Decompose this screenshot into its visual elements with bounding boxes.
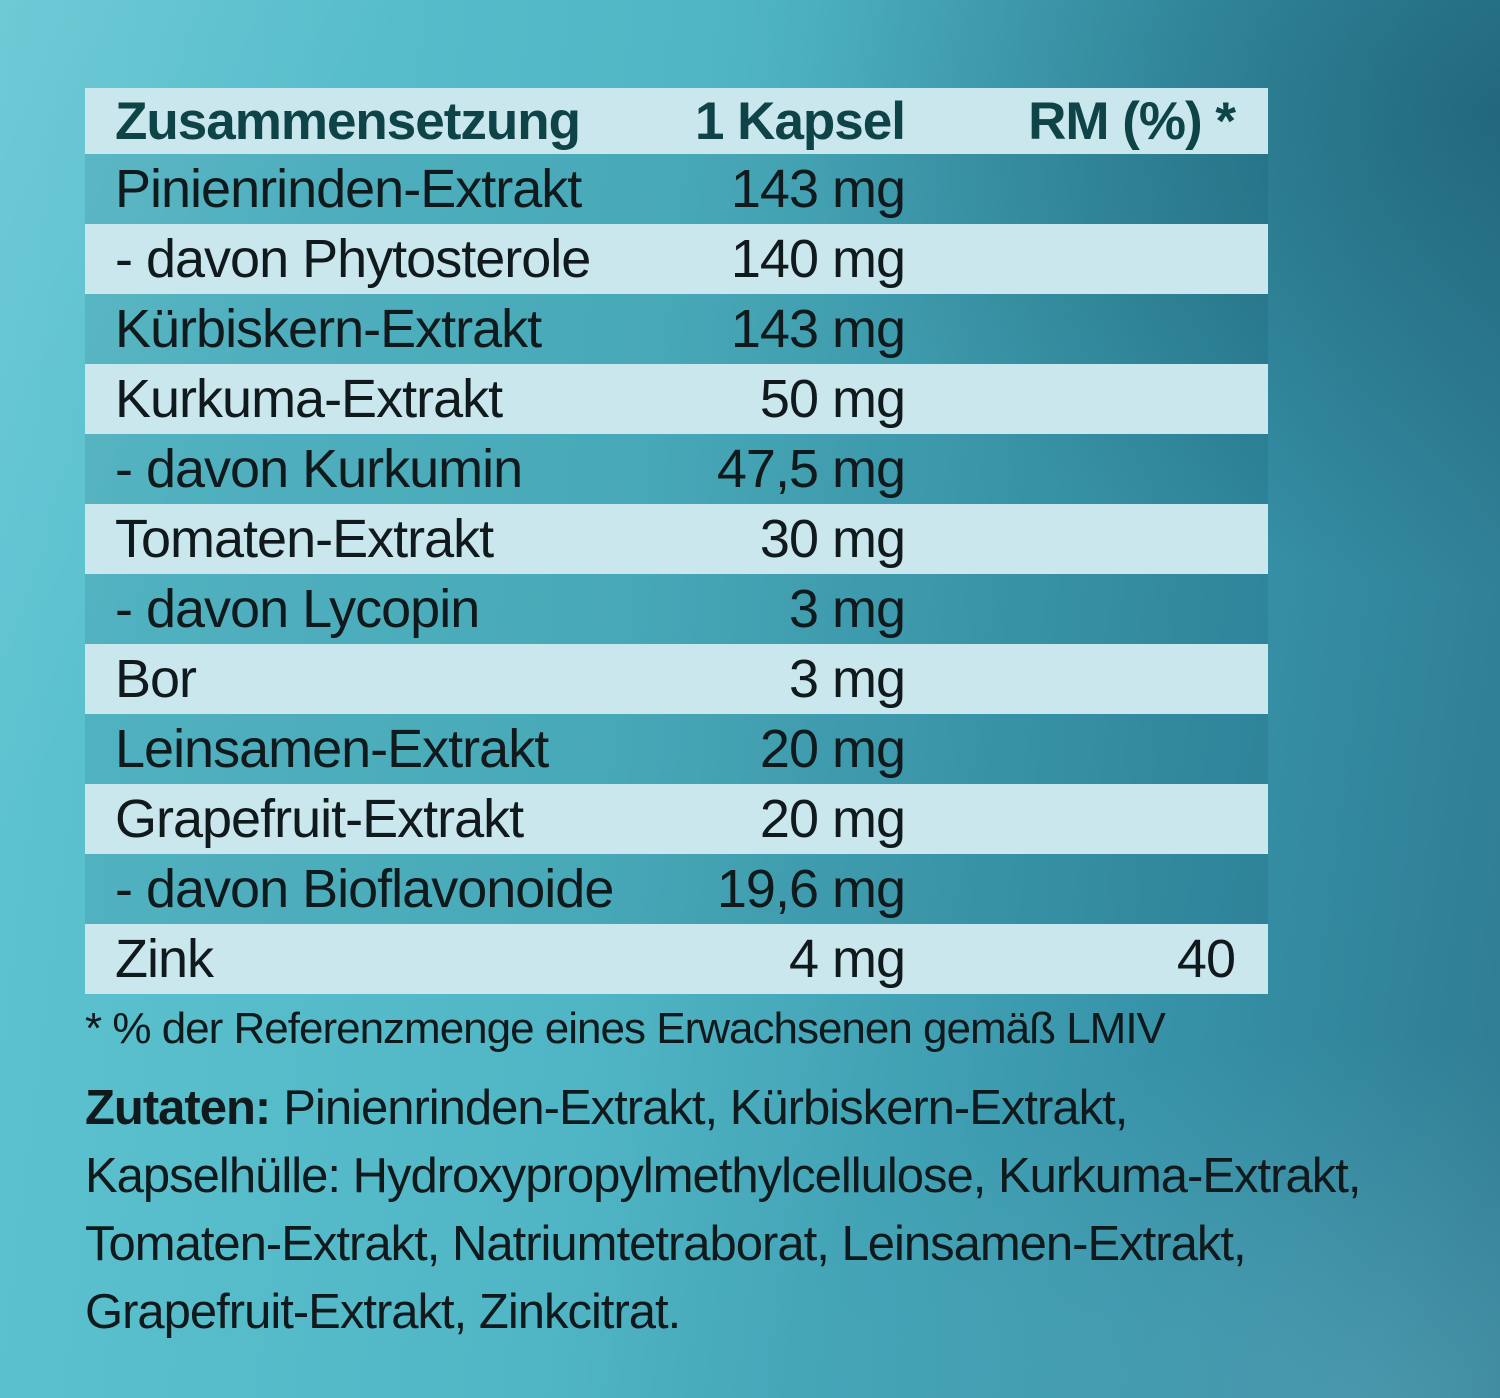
rm-footnote: * % der Referenzmenge eines Erwachsenen …	[85, 1004, 1166, 1053]
row-amount: 140 mg	[730, 229, 906, 289]
header-composition: Zusammensetzung	[115, 91, 581, 151]
ingredients-text: Pinienrinden-Extrakt, Kürbiskern-Extrakt…	[283, 1081, 1128, 1135]
row-name: Grapefruit-Extrakt	[115, 789, 524, 849]
table-row: Grapefruit-Extrakt 20 mg	[85, 784, 1268, 854]
row-amount: 19,6 mg	[716, 859, 906, 919]
row-name: - davon Bioflavonoide	[115, 859, 614, 919]
row-rm: 40	[1176, 929, 1236, 989]
row-name: Tomaten-Extrakt	[115, 509, 494, 569]
header-rm: RM (%) *	[1028, 91, 1236, 151]
row-name: Bor	[115, 649, 197, 709]
ingredients-label: Zutaten:	[85, 1081, 271, 1135]
header-amount: 1 Kapsel	[694, 91, 906, 151]
table-row: Leinsamen-Extrakt 20 mg	[85, 714, 1268, 784]
row-name: Zink	[115, 929, 214, 989]
table-row: Kürbiskern-Extrakt 143 mg	[85, 294, 1268, 364]
row-name: - davon Phytosterole	[115, 229, 591, 289]
row-name: - davon Lycopin	[115, 579, 480, 639]
row-name: Kurkuma-Extrakt	[115, 369, 503, 429]
row-amount: 50 mg	[759, 369, 906, 429]
row-amount: 3 mg	[788, 649, 906, 709]
table-row: Pinienrinden-Extrakt 143 mg	[85, 154, 1268, 224]
table-row: Zink 4 mg 40	[85, 924, 1268, 994]
table-row: - davon Bioflavonoide 19,6 mg	[85, 854, 1268, 924]
row-amount: 3 mg	[788, 579, 906, 639]
table-row: - davon Lycopin 3 mg	[85, 574, 1268, 644]
row-amount: 143 mg	[730, 299, 906, 359]
row-amount: 20 mg	[759, 719, 906, 779]
ingredients-paragraph: Zutaten: Pinienrinden-Extrakt, Kürbiskern…	[85, 1074, 1485, 1346]
row-amount: 4 mg	[788, 929, 906, 989]
row-name: - davon Kurkumin	[115, 439, 523, 499]
ingredients-line: Tomaten-Extrakt, Natriumtetraborat, Lein…	[85, 1217, 1247, 1271]
row-amount: 20 mg	[759, 789, 906, 849]
table-row: - davon Phytosterole 140 mg	[85, 224, 1268, 294]
row-name: Leinsamen-Extrakt	[115, 719, 549, 779]
row-amount: 30 mg	[759, 509, 906, 569]
composition-table: Zusammensetzung 1 Kapsel RM (%) * Pinien…	[85, 88, 1268, 994]
row-name: Pinienrinden-Extrakt	[115, 159, 582, 219]
table-row: - davon Kurkumin 47,5 mg	[85, 434, 1268, 504]
table-header-row: Zusammensetzung 1 Kapsel RM (%) *	[85, 88, 1268, 154]
ingredients-line: Kapselhülle: Hydroxypropylmethylcellulos…	[85, 1149, 1361, 1203]
table-row: Kurkuma-Extrakt 50 mg	[85, 364, 1268, 434]
row-amount: 143 mg	[730, 159, 906, 219]
ingredients-line: Grapefruit-Extrakt, Zinkcitrat.	[85, 1285, 681, 1339]
ingredients-line: Zutaten: Pinienrinden-Extrakt, Kürbiskern…	[85, 1074, 1485, 1142]
row-name: Kürbiskern-Extrakt	[115, 299, 542, 359]
row-amount: 47,5 mg	[716, 439, 906, 499]
table-row: Bor 3 mg	[85, 644, 1268, 714]
table-row: Tomaten-Extrakt 30 mg	[85, 504, 1268, 574]
